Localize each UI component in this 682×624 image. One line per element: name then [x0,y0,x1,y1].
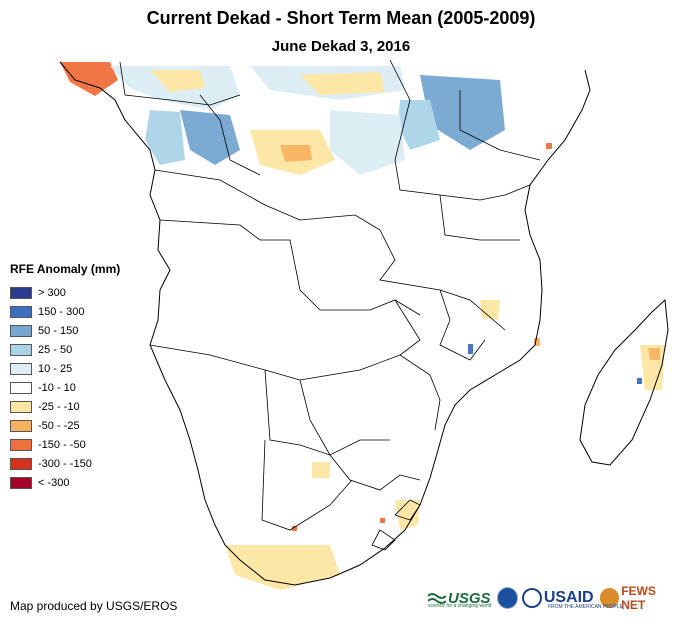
usaid-seal-icon [522,588,542,608]
country-borders [119,59,541,551]
legend-swatch [10,438,32,451]
patch-moderate-dry-north [150,70,205,92]
legend-row: 150 - 300 [10,302,120,321]
patch-dry-mozambique [480,300,500,320]
madagascar [579,298,669,466]
usgs-logo: USGS [428,590,491,607]
legend-swatch [10,457,32,470]
legend-label: -25 - -10 [38,400,80,413]
anomaly-patches [60,62,665,590]
legend-row: -10 - 10 [10,378,120,397]
usgs-wordmark: USGS [448,589,491,607]
patch-moderate-dry-madagascar [648,348,660,360]
legend-row: 10 - 25 [10,359,120,378]
patch-dry-south-africa [225,545,340,590]
legend-swatch [10,400,32,413]
patch-wet-ethiopia [420,75,505,150]
legend-swatch [10,362,32,375]
legend-row: -50 - -25 [10,416,120,435]
credit-text: Map produced by USGS/EROS [10,599,178,613]
patch-wet-uganda [330,110,405,175]
map-title: Current Dekad - Short Term Mean (2005-20… [146,8,536,28]
legend-label: 50 - 150 [38,324,79,337]
legend-label: -300 - -150 [38,457,92,470]
legend-swatch [10,343,32,356]
legend-label: 150 - 300 [38,305,85,318]
patch-moderate-dry-congo [280,145,312,162]
usaid-tagline: FROM THE AMERICAN PEOPLE [548,604,623,610]
legend-swatch [10,324,32,337]
patch-dry-botswana [312,462,330,478]
legend-row: 50 - 150 [10,321,120,340]
spot-dry-cape [292,526,297,531]
spot-dry-coast [534,338,540,346]
fews-net-globe-icon [599,588,620,608]
legend-swatch [10,305,32,318]
usaid-wordmark: USAID [543,589,594,606]
legend-row: -300 - -150 [10,454,120,473]
legend-swatch [10,476,32,489]
coastline [59,61,591,586]
legend-row: -150 - -50 [10,435,120,454]
legend-swatch [10,286,32,299]
legend-label: > 300 [38,286,66,299]
legend-label: < -300 [38,476,70,489]
legend-label: -50 - -25 [38,419,80,432]
agency-logos: USGS science for a changing world USAID … [428,584,682,612]
legend-label: 10 - 25 [38,362,73,375]
legend-row: 25 - 50 [10,340,120,359]
legend-label: -150 - -50 [38,438,86,451]
spot-dry-kenya [546,143,552,149]
legend-label: 25 - 50 [38,343,73,356]
spot-wet-madagascar [637,378,642,384]
legend-swatch [10,419,32,432]
patch-light-wet-gabon [145,110,185,165]
spot-dry-east-cape [380,518,385,523]
legend-row: > 300 [10,283,120,302]
noaa-logo-icon [496,587,519,609]
legend-swatch [10,381,32,394]
patch-wet-gabon [180,110,240,165]
usgs-wave-icon [428,593,446,604]
legend: RFE Anomaly (mm) > 300 150 - 300 50 - 150 2… [10,262,120,492]
usgs-tagline: science for a changing world [428,603,492,609]
legend-row: -25 - -10 [10,397,120,416]
legend-label: -10 - 10 [38,381,76,394]
patch-dry-natal [395,500,420,530]
legend-row: < -300 [10,473,120,492]
legend-title: RFE Anomaly (mm) [10,262,121,276]
fews-net-wordmark: FEWS NET [621,584,656,612]
spot-wet-malawi [468,344,473,354]
patch-dry-northwest [60,62,118,96]
patch-dry-car [300,72,385,95]
patch-light-wet-ethiopia [398,100,440,150]
map-subtitle: June Dekad 3, 2016 [271,38,411,55]
